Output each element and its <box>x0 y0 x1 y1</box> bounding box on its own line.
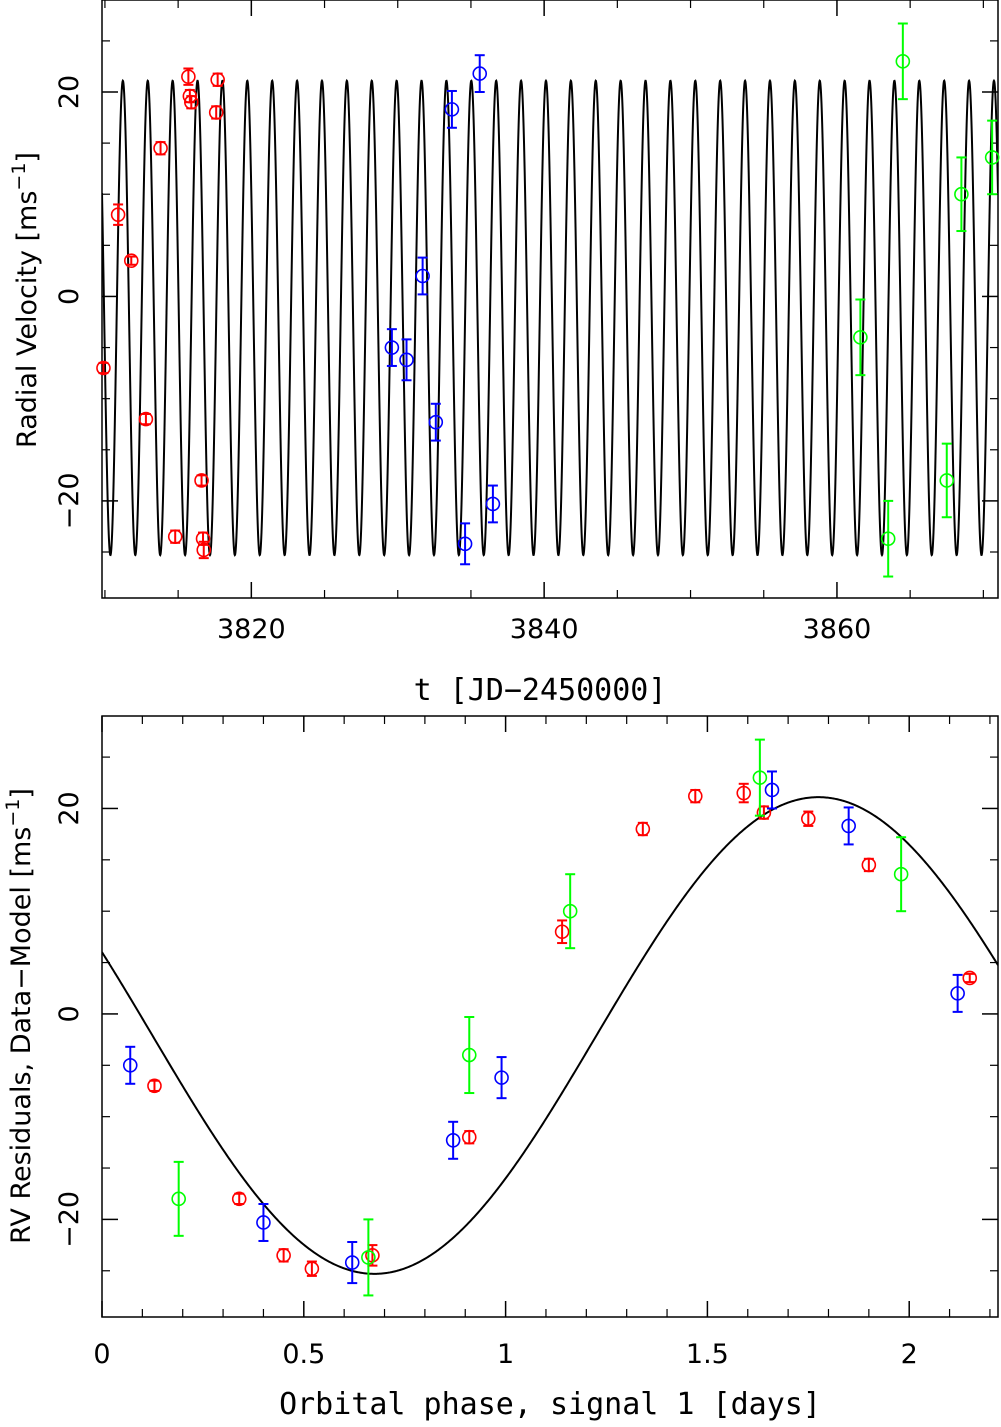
data-point <box>96 360 111 376</box>
data-point <box>210 72 225 88</box>
y-tick-label: 0 <box>54 1005 85 1022</box>
data-point <box>153 140 168 156</box>
data-point <box>950 986 965 1001</box>
data-point <box>554 924 570 940</box>
y-tick-label: −20 <box>54 472 85 529</box>
data-point <box>687 788 703 804</box>
data-point <box>399 352 414 368</box>
data-point <box>171 1191 186 1207</box>
data-point <box>415 268 430 284</box>
data-point <box>138 411 154 427</box>
data-point <box>954 186 969 202</box>
data-point <box>428 414 444 430</box>
y-axis-label: Radial Velocity [ms−1] <box>8 152 43 448</box>
data-point <box>182 88 198 104</box>
data-point <box>764 782 780 798</box>
data-point <box>895 54 911 69</box>
data-point <box>361 1250 376 1265</box>
model-curve <box>102 796 998 1275</box>
y-tick-label: −20 <box>54 1191 85 1248</box>
data-point <box>893 866 909 882</box>
data-point <box>461 1129 477 1145</box>
data-point <box>196 542 212 558</box>
data-point <box>494 1070 509 1085</box>
x-tick-label: 3840 <box>510 614 579 645</box>
y-tick-label: 20 <box>54 791 85 825</box>
phase-folded-panel: 0 0.5 1 1.5 2 −20 0 20 RV Residuals, Data−Model… <box>2 715 999 1422</box>
data-point <box>635 821 651 837</box>
x-axis-label: Orbital phase, signal 1 [days] <box>279 1387 821 1422</box>
time-axis-label: t [JD−2450000] <box>414 673 667 708</box>
data-point <box>485 496 501 512</box>
x-tick-label: 1 <box>497 1339 514 1370</box>
data-point <box>853 330 868 345</box>
data-point <box>231 1191 247 1207</box>
data-point <box>472 66 488 81</box>
data-point <box>147 1078 162 1094</box>
data-point <box>256 1215 271 1230</box>
data-point <box>562 903 578 919</box>
x-tick-label: 3820 <box>217 614 286 645</box>
x-tick-label: 3860 <box>803 614 872 645</box>
data-point <box>841 818 856 834</box>
data-point <box>461 1047 477 1063</box>
data-point <box>181 69 196 84</box>
data-point <box>736 785 752 801</box>
data-point <box>984 150 1000 165</box>
y-tick-label: 0 <box>54 288 85 305</box>
data-point <box>752 770 768 785</box>
data-point <box>122 1057 138 1073</box>
x-tick-label: 1.5 <box>686 1339 729 1370</box>
time-series-panel: 3820 3840 3860 −20 0 20 Radial Velocity [ms−1… <box>8 0 1000 645</box>
data-point <box>444 102 460 117</box>
data-point <box>110 207 126 222</box>
data-point <box>880 531 896 547</box>
data-point <box>457 536 473 552</box>
data-point <box>962 970 978 986</box>
data-point <box>384 340 400 355</box>
plot-frame <box>101 0 999 599</box>
data-point <box>194 473 209 488</box>
x-tick-label: 0.5 <box>282 1339 325 1370</box>
data-point <box>344 1255 360 1270</box>
data-point <box>445 1132 461 1148</box>
plot-frame <box>101 715 999 1318</box>
data-point <box>208 105 224 120</box>
data-point <box>861 857 877 873</box>
model-curve <box>102 78 998 558</box>
data-point <box>167 529 183 544</box>
data-point <box>304 1261 320 1277</box>
data-point <box>801 811 816 827</box>
y-axis-label: RV Residuals, Data−Model [ms−1] <box>2 788 37 1244</box>
x-tick-label: 2 <box>901 1339 918 1370</box>
y-tick-label: 20 <box>54 75 85 109</box>
x-tick-label: 0 <box>93 1339 110 1370</box>
data-point <box>939 473 955 488</box>
data-point <box>123 253 139 268</box>
data-point <box>756 805 772 820</box>
data-point <box>276 1248 291 1263</box>
data-point <box>184 94 199 110</box>
